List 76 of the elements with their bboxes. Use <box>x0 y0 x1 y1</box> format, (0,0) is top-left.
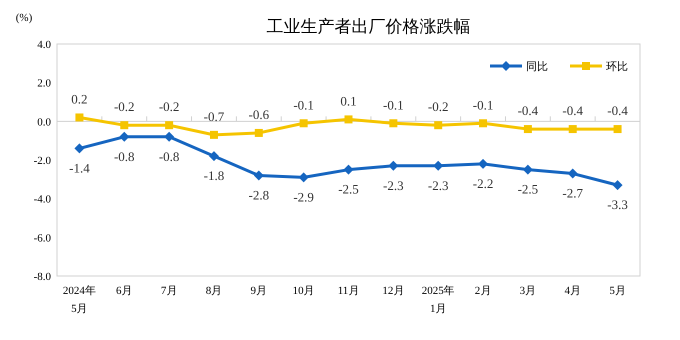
point <box>479 119 488 128</box>
y-axis-title: (%) <box>16 12 33 24</box>
y-tick-label: -2.0 <box>34 155 52 167</box>
point <box>344 115 352 124</box>
point <box>568 168 578 179</box>
point <box>164 132 174 142</box>
x-tick-label: 3月 <box>520 285 536 297</box>
data-label: -2.5 <box>338 182 359 197</box>
point <box>434 121 442 130</box>
point <box>254 170 264 180</box>
x-tick-label: 7月 <box>160 285 178 297</box>
data-label: -0.1 <box>472 97 494 112</box>
point <box>612 180 623 190</box>
data-label: -2.9 <box>293 189 314 204</box>
data-label: 0.1 <box>340 93 357 108</box>
x-tick-label: 11月 <box>338 285 360 297</box>
data-label: -0.7 <box>204 108 225 124</box>
y-tick-label: 0.0 <box>37 116 52 128</box>
x-tick-label: 6月 <box>116 285 133 297</box>
y-tick-label: -6.0 <box>34 232 52 244</box>
point <box>614 125 622 134</box>
data-label: -2.5 <box>518 182 538 197</box>
data-label: -1.4 <box>69 160 90 176</box>
x-tick-label: 12月 <box>382 285 404 297</box>
point <box>433 160 444 171</box>
legend-label: 环比 <box>606 60 628 73</box>
y-tick-label: -4.0 <box>34 194 52 206</box>
point <box>165 121 174 130</box>
data-label: -2.7 <box>562 186 584 201</box>
point <box>388 160 398 171</box>
point <box>524 125 532 134</box>
data-label: -3.3 <box>607 197 628 212</box>
point <box>210 130 218 139</box>
y-tick-label: 2.0 <box>37 78 52 90</box>
data-label: -0.8 <box>158 148 180 164</box>
point <box>74 143 84 154</box>
point <box>208 151 219 162</box>
x-tick-label: 10月 <box>292 285 315 297</box>
point <box>522 164 533 175</box>
data-label: -2.3 <box>383 178 404 193</box>
data-label: -2.2 <box>472 176 494 191</box>
point <box>568 125 577 134</box>
data-label: -0.4 <box>562 103 584 118</box>
point <box>389 119 398 128</box>
y-tick-label: 4.0 <box>37 39 52 51</box>
point <box>478 158 488 169</box>
x-tick-label: 4月 <box>564 285 581 297</box>
data-label: -0.4 <box>607 103 628 118</box>
data-label: -2.3 <box>428 178 448 193</box>
point <box>344 164 354 175</box>
point <box>75 113 84 122</box>
point <box>300 119 308 128</box>
point <box>298 172 309 182</box>
point <box>119 132 130 142</box>
point <box>254 128 263 137</box>
x-tick-label: 2月 <box>474 285 492 297</box>
data-label: -0.8 <box>114 148 135 164</box>
point <box>120 121 128 130</box>
x-tick-label: 2024年 5月 <box>62 285 96 315</box>
data-label: 0.2 <box>71 91 88 106</box>
data-label: -0.1 <box>293 97 314 112</box>
x-tick-label: 5月 <box>609 285 626 297</box>
data-label: -1.8 <box>204 168 224 184</box>
x-tick-label: 2025年 1月 <box>422 285 455 315</box>
x-tick-label: 9月 <box>250 285 268 297</box>
data-label: -0.6 <box>248 106 270 122</box>
x-tick-label: 8月 <box>206 285 222 297</box>
data-label: -0.2 <box>114 99 135 114</box>
legend-label: 同比 <box>526 60 548 73</box>
data-label: -2.8 <box>248 187 270 202</box>
y-tick-label: -8.0 <box>34 271 52 283</box>
data-label: -0.2 <box>428 99 448 114</box>
data-label: -0.1 <box>383 97 404 112</box>
data-label: -0.2 <box>158 99 180 114</box>
chart-title: 工业生产者出厂价格涨跌幅 <box>266 17 470 37</box>
data-label: -0.4 <box>518 103 539 118</box>
